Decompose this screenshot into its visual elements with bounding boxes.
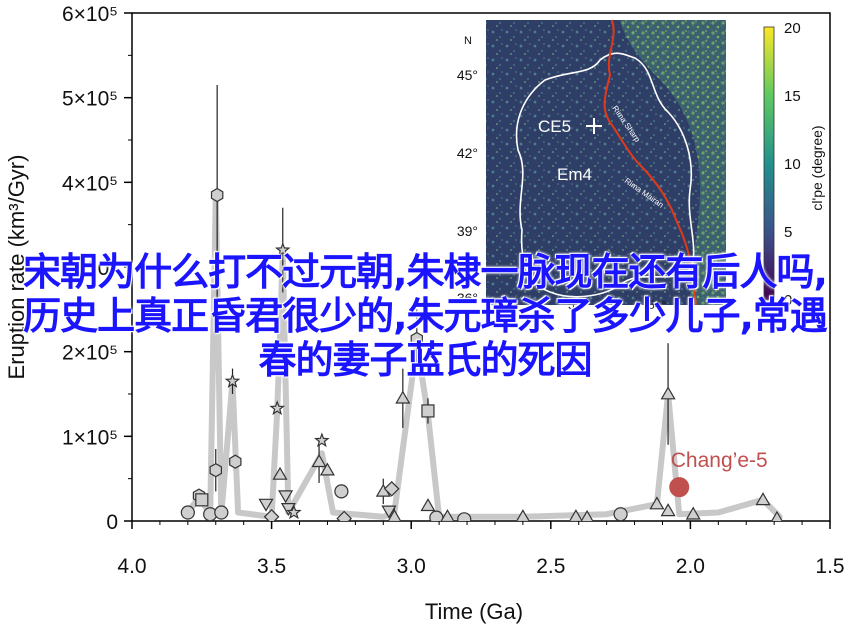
data-point-hexagon: [229, 454, 242, 469]
data-point-circle: [457, 512, 472, 521]
colorbar-tick: 5: [784, 224, 792, 241]
x-tick-label: 2.5: [536, 555, 565, 578]
inset-north-label: N: [464, 35, 472, 47]
inset-map-highland: [620, 20, 726, 305]
data-point-hexagon: [209, 463, 222, 478]
data-point-triangle: [319, 462, 335, 476]
data-point-triangle: [395, 390, 411, 404]
data-point-triangle-down: [278, 490, 294, 504]
data-point-star: [224, 373, 241, 389]
data-point-hexagon: [410, 331, 423, 347]
inset-unit-label: Em4: [557, 165, 592, 184]
inset-site-cross: [586, 118, 602, 134]
inset-map-rima: [603, 19, 697, 306]
y-tick-label: 0: [106, 511, 118, 534]
data-point-diamond: [336, 510, 353, 521]
colorbar-tick: 15: [784, 88, 801, 105]
data-point-triangle: [515, 509, 530, 521]
y-axis: 0 1×10⁵ 2×10⁵ 3×10⁵ 4×10⁵ 5×10⁵ 6×10⁵: [62, 3, 132, 534]
colorbar-tick: 20: [784, 20, 801, 37]
highlight-point: [669, 477, 690, 498]
x-tick-label: 3.5: [257, 555, 286, 578]
data-point-diamond: [383, 480, 400, 497]
data-point-triangle: [387, 509, 402, 521]
data-point-triangle-down: [381, 505, 397, 519]
inset-lat-tick: 39°: [457, 223, 478, 239]
data-point-circle: [613, 507, 628, 521]
data-point-triangle: [272, 466, 288, 480]
data-point-triangle: [685, 506, 701, 520]
data-point-star: [274, 241, 291, 257]
inset-site-label: CE5: [538, 117, 571, 136]
data-point-triangle: [660, 503, 676, 517]
data-point-circle: [180, 505, 195, 520]
y-tick-label: 6×10⁵: [62, 3, 118, 26]
overlay-caption: 宋朝为什么打不过元朝,朱棣一脉现在还有后人吗,历史上真正昏君很少的,朱元璋杀了多…: [23, 250, 828, 382]
inset-lat-tick: 45°: [457, 67, 478, 83]
data-point-triangle: [649, 496, 665, 510]
y-tick-label: 4×10⁵: [62, 172, 118, 195]
y-axis-title: Eruption rate (km³/Gyr): [4, 155, 29, 380]
inset-lon-tick: 51°: [568, 298, 586, 312]
inset-lat-tick: 42°: [457, 145, 478, 161]
data-markers: [180, 187, 783, 521]
y-tick-label: 5×10⁵: [62, 88, 118, 111]
inset-map: N 45° 42° 39° 36° 51° 54° CE5 Em4 Rima S…: [457, 19, 825, 312]
colorbar-tick: 0: [784, 292, 792, 309]
data-point-triangle: [771, 510, 783, 521]
data-point-circle: [214, 505, 229, 520]
data-point-triangle: [660, 386, 676, 400]
x-tick-label: 3.0: [397, 555, 426, 578]
data-point-square: [421, 404, 435, 418]
highlight-group: Chang’e-5: [669, 449, 768, 498]
data-point-star: [269, 400, 286, 416]
data-point-triangle-down: [280, 503, 296, 517]
inset-lon-tick: 54°: [648, 298, 666, 312]
x-axis-title: Time (Ga): [425, 599, 523, 624]
inset-map-unit-boundary: [515, 52, 695, 298]
data-point-square: [195, 493, 209, 507]
data-point-hexagon: [210, 187, 224, 203]
y-tick-label: 3×10⁵: [62, 257, 118, 280]
inset-colorbar: [763, 26, 775, 301]
data-point-diamond: [263, 508, 280, 521]
data-point-circle: [429, 510, 444, 521]
data-point-triangle-down: [258, 498, 274, 512]
data-point-triangle: [568, 509, 583, 521]
data-point-triangle: [755, 492, 771, 506]
inset-lat-tick: 36°: [457, 290, 478, 306]
colorbar-tick: 10: [784, 156, 801, 173]
data-point-star: [314, 432, 330, 448]
data-point-star: [286, 504, 302, 520]
data-point-triangle: [580, 509, 594, 521]
data-point-triangle: [440, 509, 455, 521]
trend-band: [184, 192, 783, 520]
x-tick-label: 1.5: [815, 555, 844, 578]
x-tick-label: 2.0: [676, 555, 705, 578]
data-point-triangle: [420, 498, 436, 512]
y-tick-label: 2×10⁵: [62, 342, 118, 365]
y-tick-label: 1×10⁵: [62, 426, 118, 449]
data-point-triangle: [311, 453, 327, 468]
x-axis: 4.0 3.5 3.0 2.5 2.0 1.5: [117, 521, 845, 578]
x-tick-label: 4.0: [117, 555, 146, 578]
data-point-circle: [334, 484, 349, 499]
highlight-label: Chang’e-5: [671, 449, 768, 472]
colorbar-title: cl'pe (degree): [809, 125, 825, 210]
